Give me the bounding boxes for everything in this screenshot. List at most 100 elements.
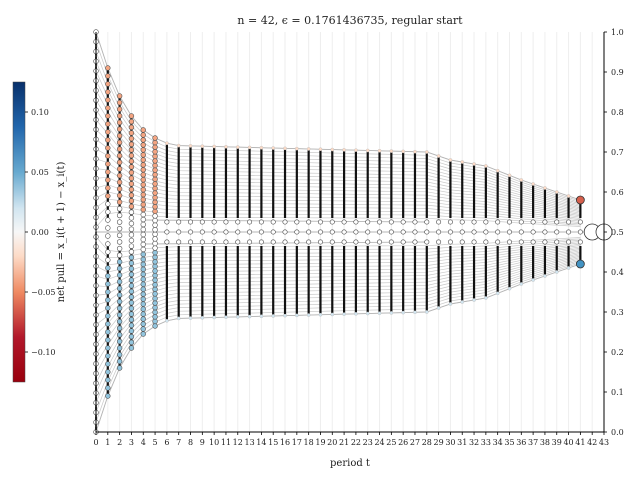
- agent-point: [116, 279, 123, 285]
- x-tick-label: 32: [469, 438, 479, 447]
- agent-point: [554, 270, 559, 274]
- agent-point: [128, 339, 135, 346]
- agent-point: [353, 229, 359, 235]
- agent-point: [140, 291, 146, 297]
- agent-point: [447, 229, 453, 235]
- trajectory-line: [95, 205, 581, 226]
- x-tick-label: 3: [129, 438, 134, 447]
- agent-point: [164, 219, 170, 225]
- agent-point: [140, 331, 146, 337]
- colorbar-title: net pull = x_i(t + 1) − x_i(t): [56, 162, 67, 303]
- trajectory-line: [95, 246, 581, 306]
- agent-point: [519, 178, 524, 182]
- agent-point: [176, 219, 182, 225]
- x-tick-label: 23: [363, 438, 373, 447]
- agent-point: [128, 294, 135, 300]
- agent-point: [128, 317, 135, 323]
- trajectory-line: [95, 260, 581, 413]
- x-tick-label: 27: [410, 438, 420, 447]
- agent-point: [518, 229, 524, 235]
- agent-point: [518, 239, 524, 245]
- agent-point: [530, 239, 536, 245]
- chart-title: n = 42, ϵ = 0.1761436735, regular start: [237, 14, 463, 27]
- agent-point: [116, 199, 123, 205]
- agent-point: [247, 145, 252, 150]
- x-tick-label: 0: [93, 438, 98, 447]
- x-tick-label: 19: [315, 438, 325, 447]
- agent-point: [128, 254, 135, 261]
- agent-point: [424, 150, 429, 154]
- agent-point: [542, 219, 548, 225]
- agent-point: [483, 239, 489, 245]
- agent-point: [105, 193, 111, 199]
- agent-point: [116, 318, 123, 325]
- x-tick-label: 4: [141, 438, 146, 447]
- agent-point: [317, 229, 323, 235]
- agent-point: [306, 147, 311, 151]
- agent-point: [176, 239, 182, 245]
- agent-point: [460, 300, 465, 304]
- agent-point: [140, 216, 146, 223]
- trajectory-line: [95, 255, 581, 374]
- x-tick-label: 35: [504, 438, 514, 447]
- agent-point: [116, 358, 123, 365]
- agent-point: [283, 313, 287, 318]
- agent-point: [105, 105, 111, 111]
- agent-point: [329, 229, 335, 235]
- agent-point: [436, 219, 442, 225]
- agent-point: [495, 291, 500, 296]
- y-tick-label: 0.8: [611, 108, 624, 117]
- agent-point: [282, 229, 288, 235]
- agent-point: [116, 192, 123, 199]
- y-tick-label: 0.1: [611, 388, 624, 397]
- trajectory-line: [95, 258, 581, 394]
- agent-point: [188, 316, 193, 320]
- x-tick-label: 38: [540, 438, 550, 447]
- colorbar-tick-label: 0.05: [31, 168, 49, 177]
- agent-point: [140, 296, 146, 302]
- agent-point: [188, 219, 194, 225]
- agent-point: [164, 229, 170, 235]
- agent-point: [495, 168, 500, 173]
- agent-point: [554, 239, 560, 245]
- trajectory-line: [95, 251, 581, 345]
- trajectory-line: [95, 249, 581, 325]
- agent-point: [353, 219, 359, 225]
- agent-point: [152, 286, 158, 293]
- agent-point: [566, 229, 572, 235]
- agent-point: [128, 345, 135, 351]
- agent-point: [128, 226, 135, 232]
- agent-point: [424, 310, 429, 314]
- agent-point: [128, 124, 135, 131]
- trajectory-line: [95, 262, 581, 423]
- agent-point: [105, 297, 111, 303]
- agent-point: [365, 239, 371, 245]
- agent-point: [152, 323, 158, 329]
- agent-point: [105, 249, 111, 255]
- agent-point: [128, 147, 135, 153]
- agent-point: [542, 239, 548, 245]
- x-tick-label: 12: [233, 438, 243, 447]
- x-tick-label: 6: [164, 438, 169, 447]
- agent-point: [247, 219, 253, 225]
- agent-point: [105, 137, 111, 143]
- agent-point: [105, 313, 111, 319]
- trajectory-line: [95, 139, 581, 215]
- x-tick-label: 1: [105, 438, 110, 447]
- agent-point: [105, 73, 111, 79]
- x-tick-label: 14: [256, 438, 266, 447]
- agent-point: [354, 148, 358, 152]
- agent-point: [472, 298, 476, 302]
- agent-point: [128, 130, 135, 136]
- agent-point: [164, 239, 170, 245]
- agent-point: [295, 313, 299, 318]
- agent-point: [258, 239, 264, 245]
- agent-point: [128, 181, 135, 187]
- agent-point: [211, 239, 217, 245]
- agent-point: [105, 281, 111, 287]
- agent-point: [152, 309, 158, 315]
- agent-point: [116, 93, 123, 99]
- agent-point: [400, 219, 406, 225]
- agent-point: [116, 133, 123, 139]
